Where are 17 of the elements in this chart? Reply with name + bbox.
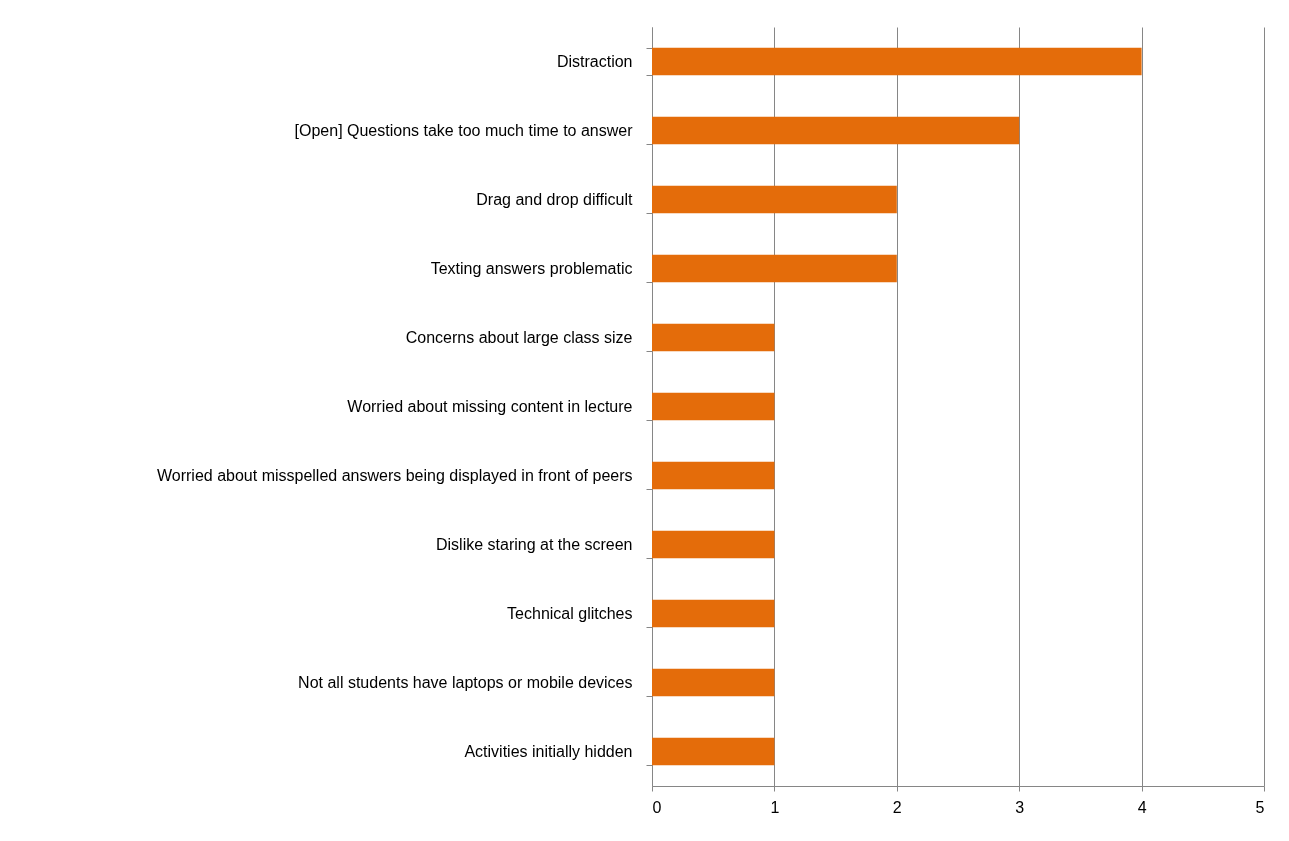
y-tick-label: Worried about missing content in lecture (347, 398, 633, 415)
x-tick-label: 0 (652, 798, 662, 816)
y-tick-label: Technical glitches (507, 605, 633, 622)
y-tick-label: Worried about misspelled answers being displayed in front of peers (156, 467, 633, 484)
y-tick-label: Dislike staring at the screen (435, 536, 633, 553)
x-tick-label: 5 (1255, 798, 1265, 816)
x-tick-label: 3 (1015, 798, 1025, 816)
y-tick-label: Drag and drop difficult (476, 191, 634, 208)
y-tick-label: [Open] Questions take too much time to answer (294, 122, 634, 139)
x-tick-label: 1 (770, 798, 780, 816)
y-tick-label: Not all students have laptops or mobile devices (298, 674, 633, 691)
y-tick-label: Activities initially hidden (464, 743, 633, 760)
x-tick-label: 2 (892, 798, 902, 816)
y-tick-label: Distraction (556, 53, 633, 70)
y-tick-label: Concerns about large class size (405, 329, 633, 346)
x-tick-label: 4 (1137, 798, 1147, 816)
y-tick-label: Texting answers problematic (430, 260, 633, 277)
